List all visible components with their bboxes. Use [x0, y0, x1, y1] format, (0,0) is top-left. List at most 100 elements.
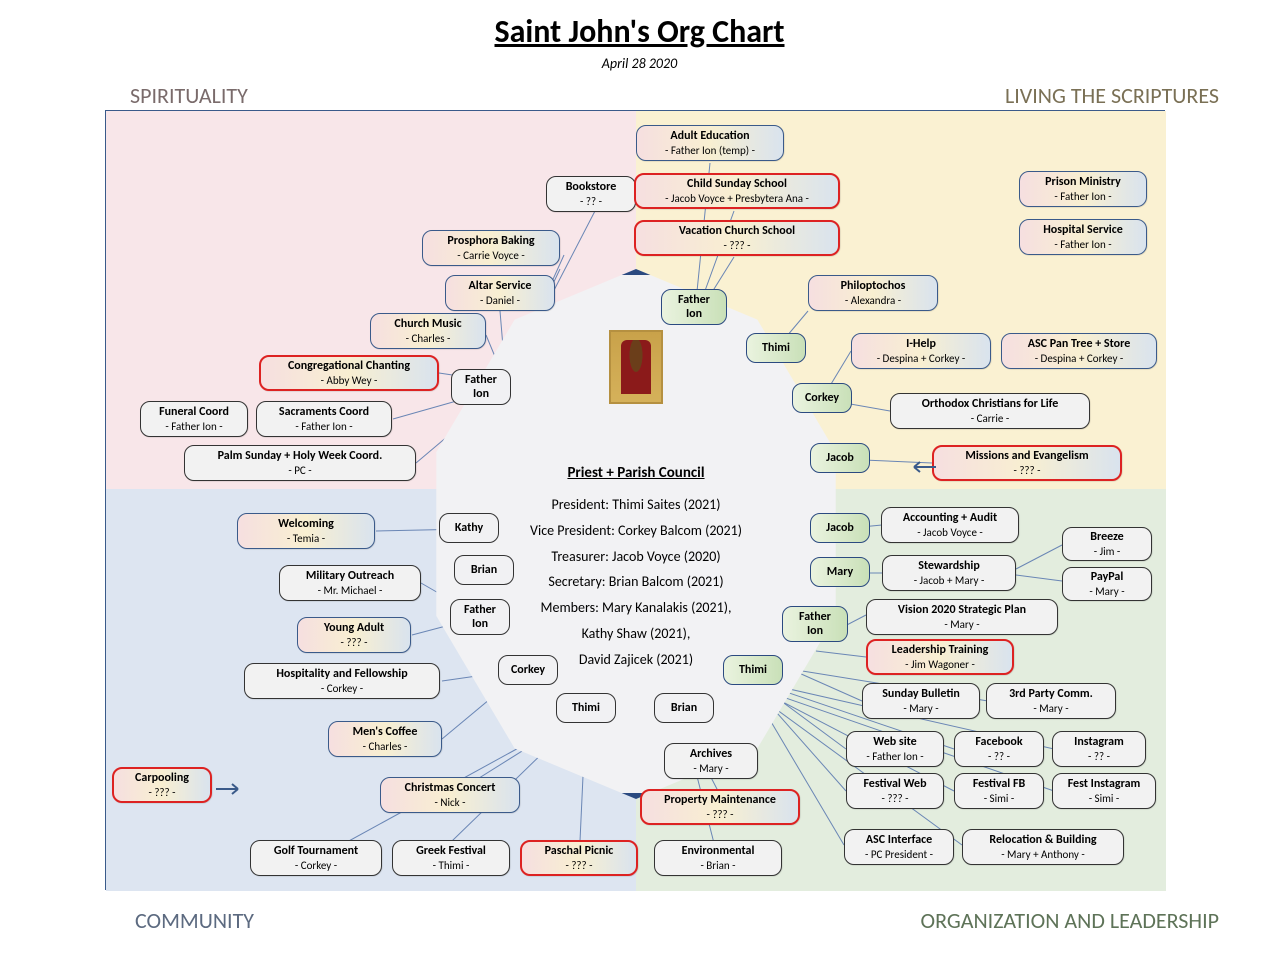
council-text: Priest + Parish Council President: Thimi…: [496, 460, 776, 673]
node-title: Environmental: [661, 844, 775, 859]
node-accounting-audit: Accounting + Audit- Jacob Voyce -: [881, 507, 1019, 543]
node-paschal-picnic: Paschal Picnic- ??? -: [520, 840, 638, 876]
node-subtitle: - ?? -: [1059, 750, 1139, 764]
node-congregational-chanting: Congregational Chanting- Abby Wey -: [259, 355, 439, 391]
page-title: Saint John's Org Chart: [0, 12, 1279, 51]
node-subtitle: - Daniel -: [452, 294, 548, 308]
node-title: Stewardship: [889, 559, 1009, 574]
node-subtitle: - Despina + Corkey -: [1008, 352, 1150, 366]
node-subtitle: - Jacob + Mary -: [889, 574, 1009, 588]
council-heading: Priest + Parish Council: [496, 460, 776, 488]
node-carpooling: Carpooling- ??? -: [112, 767, 212, 803]
council-node-c-father-ion-top: Father Ion: [661, 289, 727, 325]
node-title: Web site: [853, 735, 937, 750]
node-prosphora-baking: Prosphora Baking- Carrie Voyce -: [422, 230, 560, 266]
node-church-music: Church Music- Charles -: [370, 313, 486, 349]
node-title: Leadership Training: [874, 643, 1006, 658]
node-title: Congregational Chanting: [267, 359, 431, 374]
node-title: Golf Tournament: [257, 844, 375, 859]
node-title: Vacation Church School: [642, 224, 832, 239]
node-title: Accounting + Audit: [888, 511, 1012, 526]
node-fest-instagram: Fest Instagram- Simi -: [1052, 773, 1156, 809]
node-missions-evangelism: Missions and Evangelism- ??? -: [932, 445, 1122, 481]
node-title: Hospitality and Fellowship: [251, 667, 433, 682]
node-stewardship: Stewardship- Jacob + Mary -: [882, 555, 1016, 591]
council-node-c-brian: Brian: [454, 555, 514, 585]
node-title: Breeze: [1069, 530, 1145, 545]
node-vacation-church-school: Vacation Church School- ??? -: [634, 220, 840, 256]
node-breeze: Breeze- Jim -: [1062, 527, 1152, 561]
node-subtitle: - ?? -: [553, 195, 629, 209]
council-line: Secretary: Brian Balcom (2021): [496, 569, 776, 595]
node-subtitle: - Jacob Voyce + Presbytera Ana -: [642, 192, 832, 206]
council-node-c-jacob-right: Jacob: [810, 513, 870, 543]
node-welcoming: Welcoming- Temia -: [237, 513, 375, 549]
node-title: Fest Instagram: [1059, 777, 1149, 792]
node-sacraments-coord: Sacraments Coord- Father Ion -: [256, 401, 392, 437]
node-subtitle: - Charles -: [335, 740, 435, 754]
node-title: Missions and Evangelism: [940, 449, 1114, 464]
node-title: Christmas Concert: [387, 781, 513, 796]
node-title: Men's Coffee: [335, 725, 435, 740]
node-title: Prosphora Baking: [429, 234, 553, 249]
node-property-maintenance: Property Maintenance- ??? -: [640, 789, 800, 825]
node-festival-web: Festival Web- ??? -: [846, 773, 944, 809]
node-subtitle: - Mary -: [671, 762, 751, 776]
node-title: Facebook: [961, 735, 1037, 750]
node-title: ASC Interface: [851, 833, 947, 848]
node-subtitle: - Jacob Voyce -: [888, 526, 1012, 540]
node-i-help: I-Help- Despina + Corkey -: [851, 333, 991, 369]
node-title: Greek Festival: [399, 844, 503, 859]
node-subtitle: - Father Ion -: [853, 750, 937, 764]
node-hospitality-fellowship: Hospitality and Fellowship- Corkey -: [244, 663, 440, 699]
node-title: Palm Sunday + Holy Week Coord.: [191, 449, 409, 464]
node-leadership-training: Leadership Training- Jim Wagoner -: [866, 639, 1014, 675]
quadrant-label-scriptures: LIVING THE SCRIPTURES: [1005, 82, 1219, 109]
node-subtitle: - Abby Wey -: [267, 374, 431, 388]
node-subtitle: - ??? -: [940, 464, 1114, 478]
node-title: 3rd Party Comm.: [993, 687, 1109, 702]
council-node-c-father-ion-left: Father Ion: [451, 369, 511, 405]
node-subtitle: - Simi -: [961, 792, 1037, 806]
node-military-outreach: Military Outreach- Mr. Michael -: [279, 565, 421, 601]
node-child-sunday-school: Child Sunday School- Jacob Voyce + Presb…: [634, 173, 840, 209]
node-subtitle: - Corkey -: [257, 859, 375, 873]
council-node-c-father-ion-left2: Father Ion: [450, 599, 510, 635]
node-relocation-building: Relocation & Building- Mary + Anthony -: [962, 829, 1124, 865]
node-subtitle: - Carrie -: [897, 412, 1083, 426]
council-node-c-jacob-top: Jacob: [810, 443, 870, 473]
node-subtitle: - ??? -: [120, 786, 204, 800]
node-subtitle: - Mr. Michael -: [286, 584, 414, 598]
node-subtitle: - Simi -: [1059, 792, 1149, 806]
quadrant-label-organization: ORGANIZATION AND LEADERSHIP: [921, 907, 1219, 934]
org-chart: Priest + Parish Council President: Thimi…: [105, 110, 1165, 890]
node-subtitle: - Temia -: [244, 532, 368, 546]
node-subtitle: - Thimi -: [399, 859, 503, 873]
node-title: Instagram: [1059, 735, 1139, 750]
node-young-adult: Young Adult- ??? -: [297, 617, 411, 653]
node-subtitle: - ??? -: [853, 792, 937, 806]
node-title: Carpooling: [120, 771, 204, 786]
node-sunday-bulletin: Sunday Bulletin- Mary -: [862, 683, 980, 719]
council-node-c-brian-bottom: Brian: [654, 693, 714, 723]
node-title: Hospital Service: [1026, 223, 1140, 238]
node-asc-interface: ASC Interface- PC President -: [844, 829, 954, 865]
council-node-c-thimi-top: Thimi: [746, 333, 806, 363]
node-subtitle: - PC -: [191, 464, 409, 478]
node-title: Vision 2020 Strategic Plan: [873, 603, 1051, 618]
node-subtitle: - Father Ion -: [1026, 238, 1140, 252]
council-node-c-kathy: Kathy: [439, 513, 499, 543]
council-line: Kathy Shaw (2021),: [496, 621, 776, 647]
node-title: Prison Ministry: [1026, 175, 1140, 190]
node-subtitle: - ??? -: [304, 636, 404, 650]
council-node-c-corkey-left: Corkey: [498, 655, 558, 685]
node-title: Altar Service: [452, 279, 548, 294]
node-title: Property Maintenance: [648, 793, 792, 808]
node-subtitle: - Charles -: [377, 332, 479, 346]
council-line: Vice President: Corkey Balcom (2021): [496, 518, 776, 544]
node-hospital-service: Hospital Service- Father Ion -: [1019, 219, 1147, 255]
node-title: PayPal: [1069, 570, 1145, 585]
node-title: Paschal Picnic: [528, 844, 630, 859]
node-title: ASC Pan Tree + Store: [1008, 337, 1150, 352]
council-node-c-father-ion-right: Father Ion: [782, 606, 848, 642]
